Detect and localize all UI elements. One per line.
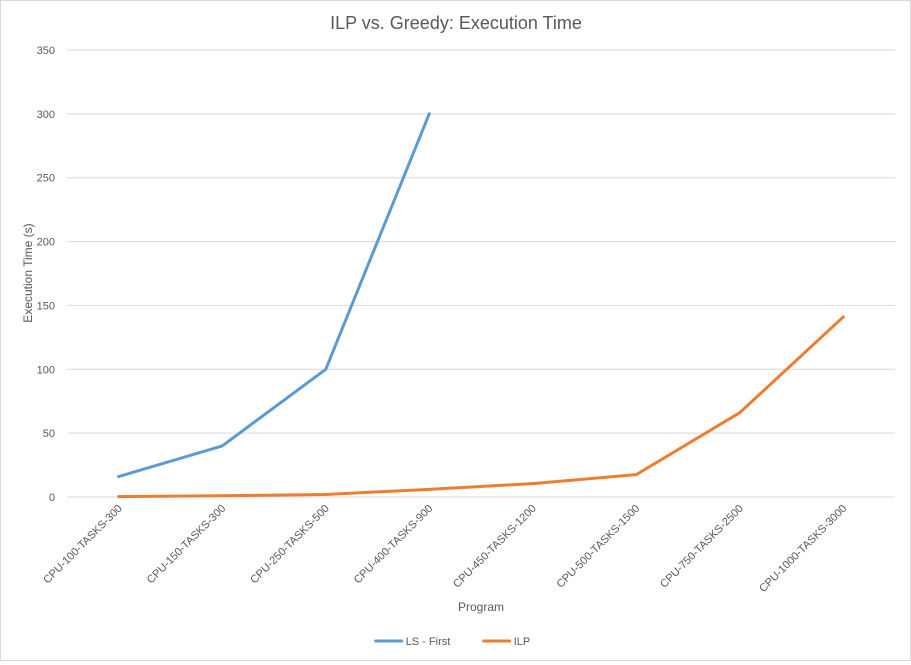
data-point-ilp (427, 487, 431, 491)
x-tick-label: CPU-750-TASKS-2500 (658, 503, 746, 591)
gridlines (67, 49, 895, 498)
x-tick-label: CPU-150-TASKS-300 (145, 503, 229, 587)
y-axis-title: Execution Time (s) (21, 223, 35, 322)
chart-title: ILP vs. Greedy: Execution Time (330, 13, 582, 33)
x-tick-label: CPU-500-TASKS-1500 (554, 503, 642, 591)
x-tick-label: CPU-1000-TASKS-3000 (757, 503, 849, 595)
y-tick-label: 100 (37, 364, 55, 376)
legend-label-ls-first: LS - First (406, 636, 451, 648)
legend-label-ilp: ILP (514, 636, 531, 648)
data-point-ilp (738, 411, 742, 415)
y-tick-label: 50 (43, 428, 55, 440)
x-tick-label: CPU-450-TASKS-1200 (451, 503, 539, 591)
y-tick-label: 250 (37, 173, 55, 185)
x-axis-title: Program (458, 600, 504, 614)
y-tick-label: 350 (37, 45, 55, 57)
data-point-ilp (220, 494, 224, 498)
y-tick-label: 150 (37, 300, 55, 312)
data-point-ilp (634, 473, 638, 477)
x-axis-ticks: CPU-100-TASKS-300 CPU-150-TASKS-300 CPU-25… (41, 503, 849, 595)
data-point-ilp (324, 492, 328, 496)
y-tick-label: 300 (37, 109, 55, 121)
x-tick-label: CPU-250-TASKS-500 (248, 503, 332, 587)
series-lines (117, 112, 845, 499)
legend: LS - First ILP (374, 636, 531, 648)
y-tick-label: 200 (37, 237, 55, 249)
series-line-ls-first (117, 112, 431, 479)
series-line-ilp (117, 315, 845, 499)
data-point-ls-first (220, 444, 224, 448)
data-point-ls-first (324, 367, 328, 371)
x-tick-label: CPU-100-TASKS-300 (41, 503, 125, 587)
data-point-ilp (531, 482, 535, 486)
data-point-ilp (117, 495, 121, 499)
x-tick-label: CPU-400-TASKS-900 (352, 503, 436, 587)
y-axis-ticks: 0 50 100 150 200 250 300 350 (37, 45, 55, 504)
y-tick-label: 0 (49, 492, 55, 504)
data-point-ilp (841, 315, 845, 319)
data-point-ls-first (117, 475, 121, 479)
data-point-ls-first (427, 112, 431, 116)
